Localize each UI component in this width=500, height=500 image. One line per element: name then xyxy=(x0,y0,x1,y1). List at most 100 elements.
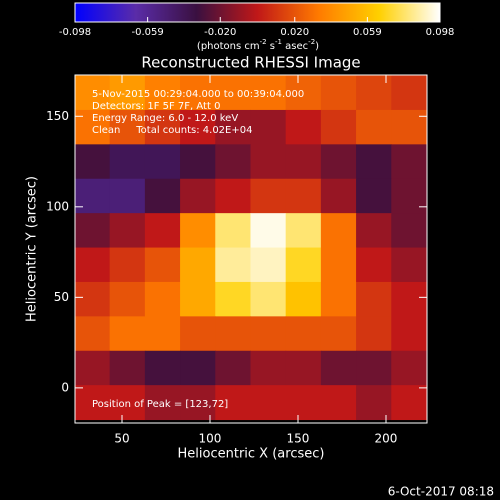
heatmap-cell xyxy=(391,75,427,111)
plot-frame xyxy=(74,74,428,424)
heatmap-cell xyxy=(215,385,251,421)
heatmap-cell xyxy=(180,144,216,180)
heatmap-cell xyxy=(320,178,357,214)
colorbar-tick-label: 0.098 xyxy=(426,27,455,38)
x-tick-label: 200 xyxy=(375,432,398,446)
x-axis-label: Heliocentric X (arcsec) xyxy=(178,447,325,462)
heatmap-cell xyxy=(215,109,251,145)
heatmap-cell xyxy=(356,316,392,352)
heatmap-cell xyxy=(144,385,181,421)
heatmap-cell xyxy=(215,213,251,249)
heatmap-cell xyxy=(320,144,357,180)
heatmap-cell xyxy=(250,213,287,249)
heatmap-cell xyxy=(250,316,287,352)
heatmap-cell xyxy=(109,350,146,386)
x-tick-label: 150 xyxy=(287,432,310,446)
heatmap-cell xyxy=(250,247,287,283)
colorbar-tick-label: -0.098 xyxy=(59,27,91,38)
heatmap-cell xyxy=(180,213,216,249)
annotation: 5-Nov-2015 00:29:04.000 to 00:39:04.000 xyxy=(92,89,304,100)
heatmap-cell xyxy=(391,178,427,214)
heatmap-cell xyxy=(285,281,322,317)
heatmap-cell xyxy=(285,75,322,111)
heatmap-cell xyxy=(109,247,146,283)
heatmap-cell xyxy=(144,213,181,249)
colorbar-tick-label: 0.059 xyxy=(353,27,382,38)
heatmap-cell xyxy=(250,144,287,180)
chart-title: Reconstructed RHESSI Image xyxy=(141,54,360,72)
heatmap-cell xyxy=(144,144,181,180)
heatmap-cell xyxy=(285,144,322,180)
heatmap-cell xyxy=(75,247,111,283)
heatmap-cell xyxy=(109,385,146,421)
heatmap-cell xyxy=(320,213,357,249)
heatmap-cell xyxy=(180,178,216,214)
y-tick-label: 150 xyxy=(46,109,69,123)
heatmap-cell xyxy=(320,350,357,386)
heatmap-cell xyxy=(356,213,392,249)
heatmap-cell xyxy=(391,281,427,317)
heatmap-cell xyxy=(109,75,146,111)
x-tick-label: 50 xyxy=(114,432,129,446)
annotation: Energy Range: 6.0 - 12.0 keV xyxy=(92,113,238,124)
x-tick-label: 100 xyxy=(199,432,222,446)
y-tick-label: 100 xyxy=(46,199,69,213)
heatmap-cell xyxy=(75,281,111,317)
heatmap-cell xyxy=(144,350,181,386)
heatmap-cell xyxy=(320,109,357,145)
heatmap-cell xyxy=(144,316,181,352)
heatmap-cell xyxy=(250,350,287,386)
heatmap-cell xyxy=(109,316,146,352)
heatmap-cell xyxy=(144,247,181,283)
heatmap-cell xyxy=(75,350,111,386)
heatmap-cell xyxy=(320,316,357,352)
heatmap-cell xyxy=(320,75,357,111)
y-tick-label: 0 xyxy=(61,380,69,394)
heatmap-cell xyxy=(250,75,287,111)
heatmap-cell xyxy=(215,316,251,352)
heatmap-cell xyxy=(285,350,322,386)
heatmap-cell xyxy=(391,247,427,283)
heatmap-cell xyxy=(285,316,322,352)
heatmap-cell xyxy=(75,385,111,421)
peak-label: Position of Peak = [123,72] xyxy=(92,399,228,410)
heatmap-cell xyxy=(356,247,392,283)
heatmap-cell xyxy=(356,178,392,214)
heatmap-cell xyxy=(109,178,146,214)
heatmap-cell xyxy=(250,178,287,214)
heatmap-cell xyxy=(180,316,216,352)
heatmap-cell xyxy=(250,109,287,145)
heatmap-cell xyxy=(391,385,427,421)
heatmap-cell xyxy=(75,144,111,180)
heatmap-cell xyxy=(285,247,322,283)
heatmap-cell xyxy=(215,75,251,111)
heatmap-cell xyxy=(180,385,216,421)
heatmap-cell xyxy=(356,350,392,386)
heatmap-cell xyxy=(109,281,146,317)
heatmap-cell xyxy=(391,316,427,352)
heatmap-cell xyxy=(215,178,251,214)
heatmap-cell xyxy=(285,385,322,421)
heatmap-cell xyxy=(215,247,251,283)
heatmap-cell xyxy=(144,109,181,145)
heatmap-cell xyxy=(391,213,427,249)
heatmap-cell xyxy=(250,281,287,317)
heatmap-cell xyxy=(356,385,392,421)
heatmap-cell xyxy=(75,213,111,249)
heatmap-cell xyxy=(144,281,181,317)
annotation: Detectors: 1F 5F 7F, Att 0 xyxy=(92,101,220,112)
heatmap-cell xyxy=(391,144,427,180)
heatmap-cell xyxy=(356,109,392,145)
colorbar-tick-label: -0.020 xyxy=(204,27,236,38)
heatmap-cell xyxy=(320,281,357,317)
heatmap-cell xyxy=(75,316,111,352)
heatmap-cell xyxy=(285,213,322,249)
heatmap-cell xyxy=(109,213,146,249)
heatmap-cell xyxy=(75,109,111,145)
heatmap-cell xyxy=(180,247,216,283)
heatmap-cell xyxy=(180,350,216,386)
y-axis-label: Heliocentric Y (arcsec) xyxy=(25,176,40,322)
heatmap-cell xyxy=(320,385,357,421)
heatmap-cell xyxy=(285,109,322,145)
